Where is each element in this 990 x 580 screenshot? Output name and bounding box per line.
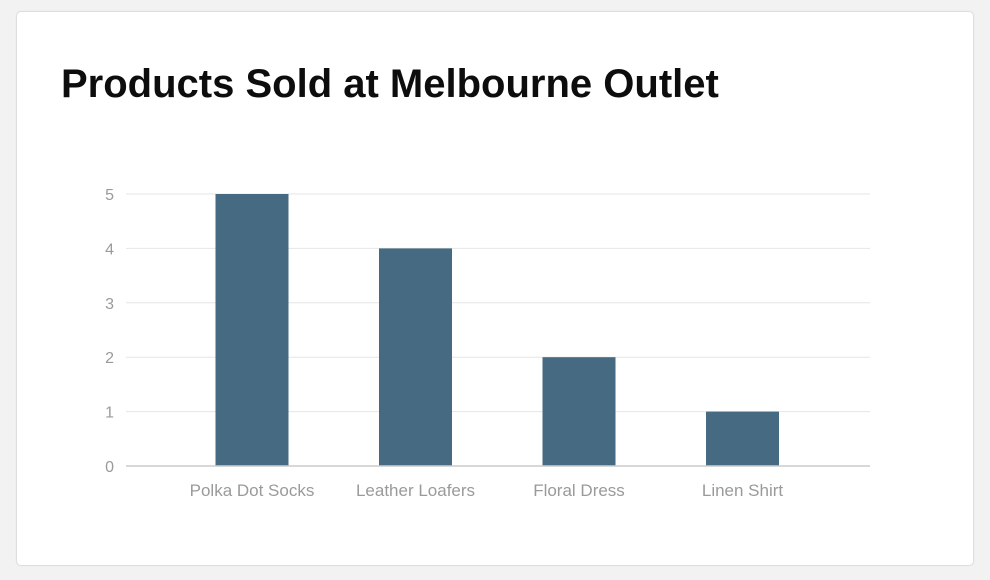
x-tick-label: Polka Dot Socks [190,481,315,500]
y-tick-label: 4 [105,241,114,258]
y-tick-label: 5 [105,187,114,204]
bar [215,194,289,466]
chart-title: Products Sold at Melbourne Outlet [61,62,719,106]
bar-chart: 0 1 2 3 4 5 Polka Dot Socks Leather Loafers Flor… [105,187,870,500]
y-tick-label: 2 [105,350,114,367]
y-tick-label: 0 [105,459,114,476]
bar [379,248,452,466]
x-tick-label: Leather Loafers [356,481,475,500]
y-tick-label: 3 [105,296,114,313]
x-tick-label: Floral Dress [533,481,625,500]
chart-card: Products Sold at Melbourne Outlet 0 1 2 3 4 5… [16,11,974,566]
bar [542,357,616,466]
bar [706,411,779,466]
x-tick-label: Linen Shirt [702,481,784,500]
y-tick-label: 1 [105,405,114,422]
